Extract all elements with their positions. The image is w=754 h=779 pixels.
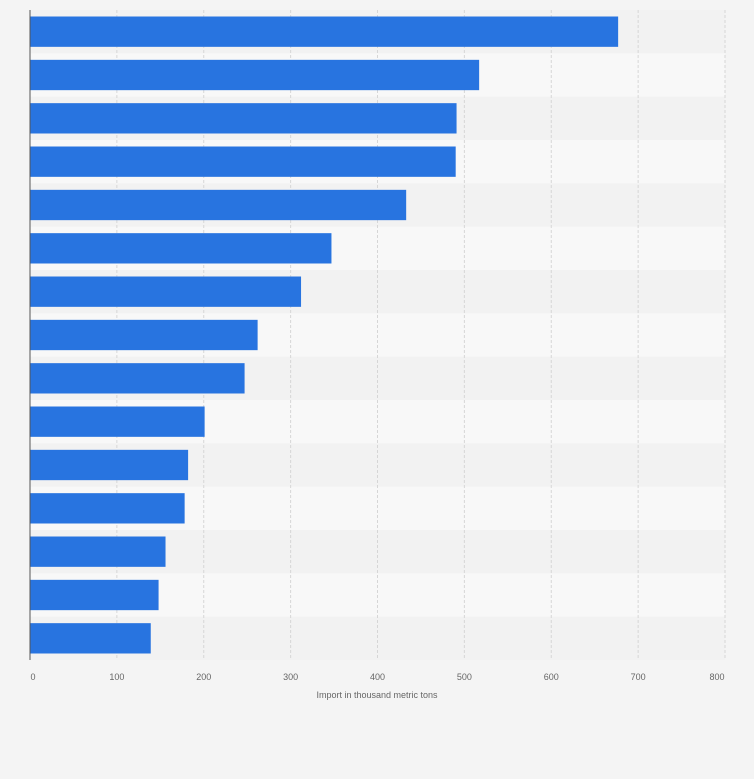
bar[interactable] [30, 319, 258, 351]
x-tick-label: 700 [631, 672, 646, 682]
bar[interactable] [30, 493, 185, 524]
x-tick-label: 400 [370, 672, 385, 682]
bar[interactable] [30, 233, 332, 264]
x-tick-label: 600 [544, 672, 559, 682]
bar[interactable] [30, 536, 166, 567]
x-tick-label: 300 [283, 672, 298, 682]
bar[interactable] [30, 363, 245, 394]
bar[interactable] [30, 16, 619, 47]
x-tick-label: 200 [196, 672, 211, 682]
x-tick-label: 800 [709, 672, 724, 682]
x-tick-label: 100 [109, 672, 124, 682]
x-tick-label: 500 [457, 672, 472, 682]
x-tick-label: 0 [30, 672, 35, 682]
x-tick-labels: 0 100 200 300 400 500 600 700 800 [30, 672, 724, 682]
bar[interactable] [30, 406, 205, 437]
bar[interactable] [30, 623, 151, 654]
bar[interactable] [30, 59, 480, 91]
bar[interactable] [30, 449, 189, 481]
bars [30, 16, 619, 654]
x-axis-title: Import in thousand metric tons [316, 690, 438, 700]
bar[interactable] [30, 146, 456, 177]
bar[interactable] [30, 276, 302, 307]
bar[interactable] [30, 103, 457, 134]
bar[interactable] [30, 189, 407, 221]
bar[interactable] [30, 579, 159, 611]
